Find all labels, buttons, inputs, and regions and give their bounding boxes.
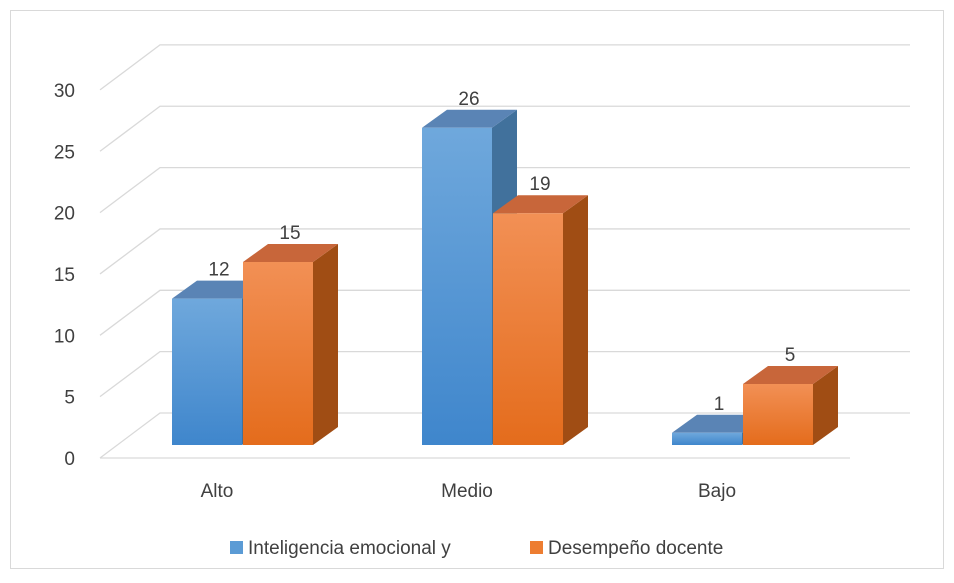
bar (243, 244, 338, 445)
data-label: 5 (785, 345, 796, 366)
bar-face (493, 213, 563, 445)
bar (743, 366, 838, 445)
bar-face (243, 262, 313, 445)
data-label: 1 (714, 394, 725, 415)
bar-face (313, 244, 338, 445)
data-label: 12 (208, 260, 229, 281)
x-tick-label: Alto (201, 481, 234, 502)
y-tick-label: 10 (54, 326, 75, 347)
legend-swatch (530, 541, 543, 554)
data-label: 15 (279, 223, 300, 244)
grid-line (99, 351, 910, 398)
bar (493, 195, 588, 445)
grid-line (99, 228, 910, 275)
y-tick-label: 15 (54, 265, 75, 286)
bar-face (493, 195, 588, 214)
y-tick-label: 30 (54, 81, 75, 102)
bar-face (813, 366, 838, 445)
bar-face (743, 384, 813, 445)
data-label: 19 (529, 174, 550, 195)
grid-line (99, 105, 910, 152)
bar-face (672, 432, 742, 445)
legend-label: Inteligencia emocional y (248, 538, 451, 559)
bar-face (563, 195, 588, 445)
bar-face (172, 298, 242, 445)
bar-face (422, 127, 492, 446)
legend-label: Desempeño docente (548, 538, 723, 559)
grid-line (99, 44, 910, 91)
bar-face (422, 109, 517, 128)
y-tick-label: 0 (64, 449, 75, 470)
y-tick-label: 25 (54, 142, 75, 163)
bar-face (243, 244, 338, 262)
grid-line (99, 412, 910, 459)
grid-line (99, 166, 910, 214)
y-tick-label: 5 (64, 388, 75, 409)
y-tick-label: 20 (54, 204, 75, 225)
bar-face (743, 366, 838, 384)
grid-line (99, 289, 910, 336)
x-tick-label: Medio (441, 481, 493, 502)
data-label: 26 (458, 89, 479, 110)
legend-swatch (230, 541, 243, 554)
x-tick-label: Bajo (698, 481, 736, 502)
